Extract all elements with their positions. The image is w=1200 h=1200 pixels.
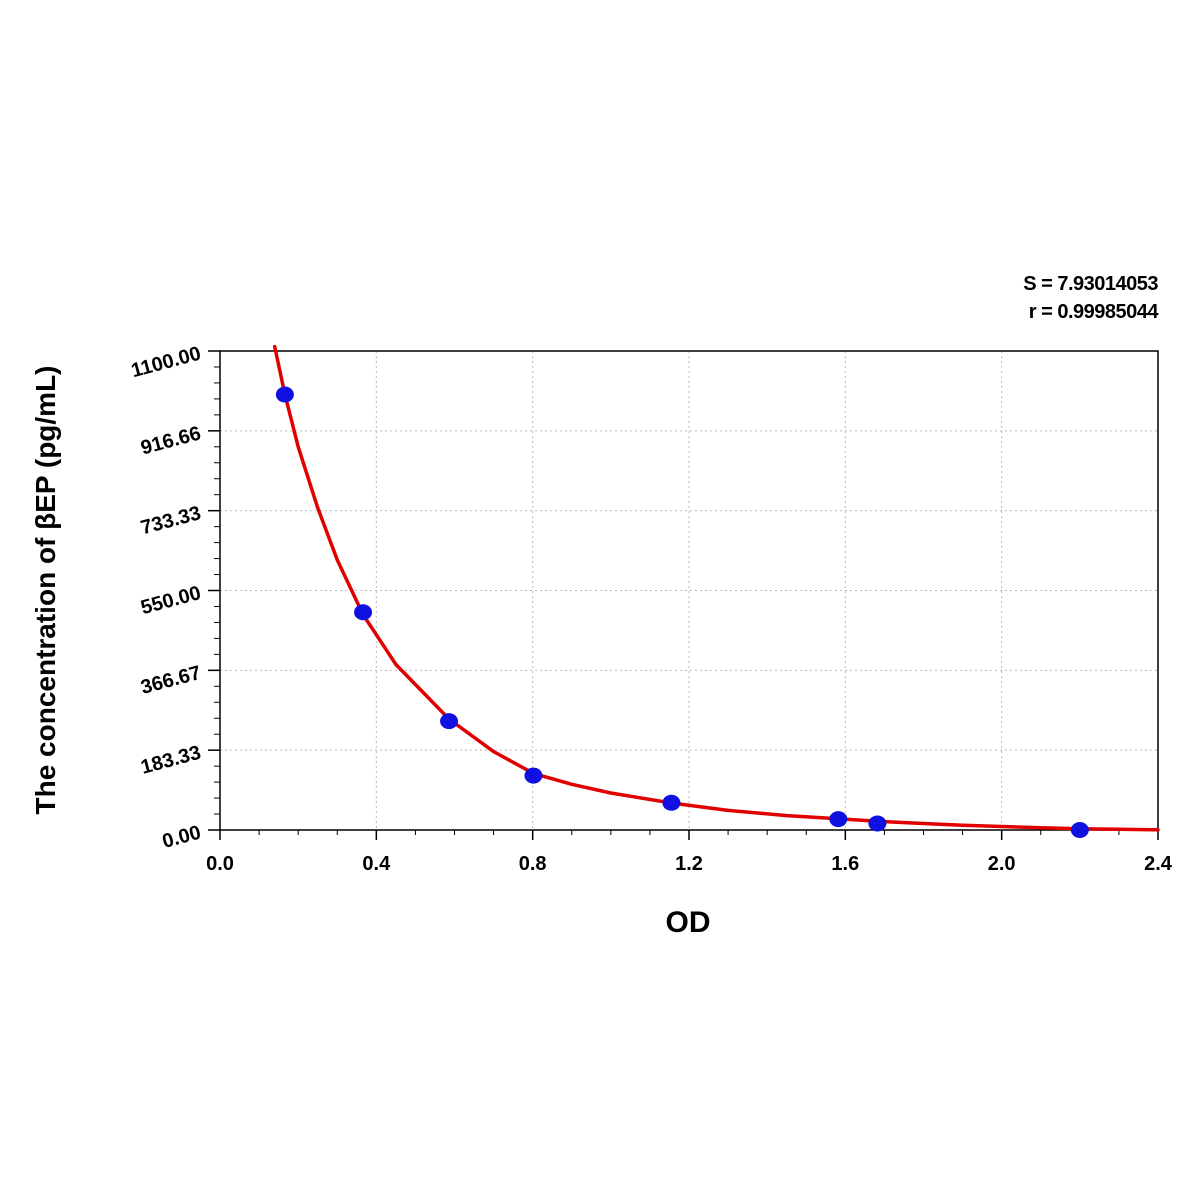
x-tick-label: 1.2	[675, 853, 703, 875]
x-tick-label: 2.4	[1144, 853, 1173, 875]
x-tick-label: 0.8	[519, 853, 547, 875]
x-tick-label: 0.4	[362, 853, 391, 875]
x-axis-label: OD	[666, 906, 711, 939]
y-tick-label: 366.67	[139, 662, 204, 699]
data-point	[440, 713, 459, 730]
data-point	[662, 794, 681, 811]
x-tick-label: 2.0	[988, 853, 1016, 875]
y-axis-ticks: 0.00 183.33 366.67 550.00 733.33 916.66 1100.0…	[129, 343, 220, 853]
data-point	[275, 386, 294, 403]
y-tick-label: 1100.00	[129, 343, 203, 383]
y-tick-label: 183.33	[139, 742, 204, 779]
y-axis-label: The concentration of βEP (pg/mL)	[30, 365, 61, 814]
fit-r-statistic: r = 0.99985044	[1028, 301, 1159, 323]
x-tick-label: 0.0	[206, 853, 234, 875]
data-point	[868, 815, 887, 832]
y-tick-label: 733.33	[139, 502, 204, 539]
data-point	[1070, 822, 1089, 838]
x-tick-label: 1.6	[831, 853, 859, 875]
y-tick-label: 550.00	[139, 582, 204, 619]
data-point	[829, 811, 848, 828]
x-axis-ticks: 0.0 0.4 0.8 1.2 1.6 2.0 2.4	[206, 830, 1173, 875]
fit-s-statistic: S = 7.93014053	[1023, 273, 1158, 295]
fit-curve-line	[272, 344, 1160, 832]
plot-frame	[219, 350, 1159, 831]
data-series	[272, 344, 1160, 838]
data-point	[354, 604, 373, 621]
grid-lines	[220, 351, 1158, 830]
data-point	[524, 767, 543, 784]
y-tick-label: 916.66	[139, 422, 204, 459]
y-tick-label: 0.00	[160, 822, 203, 853]
minor-tick-marks	[214, 350, 1159, 835]
